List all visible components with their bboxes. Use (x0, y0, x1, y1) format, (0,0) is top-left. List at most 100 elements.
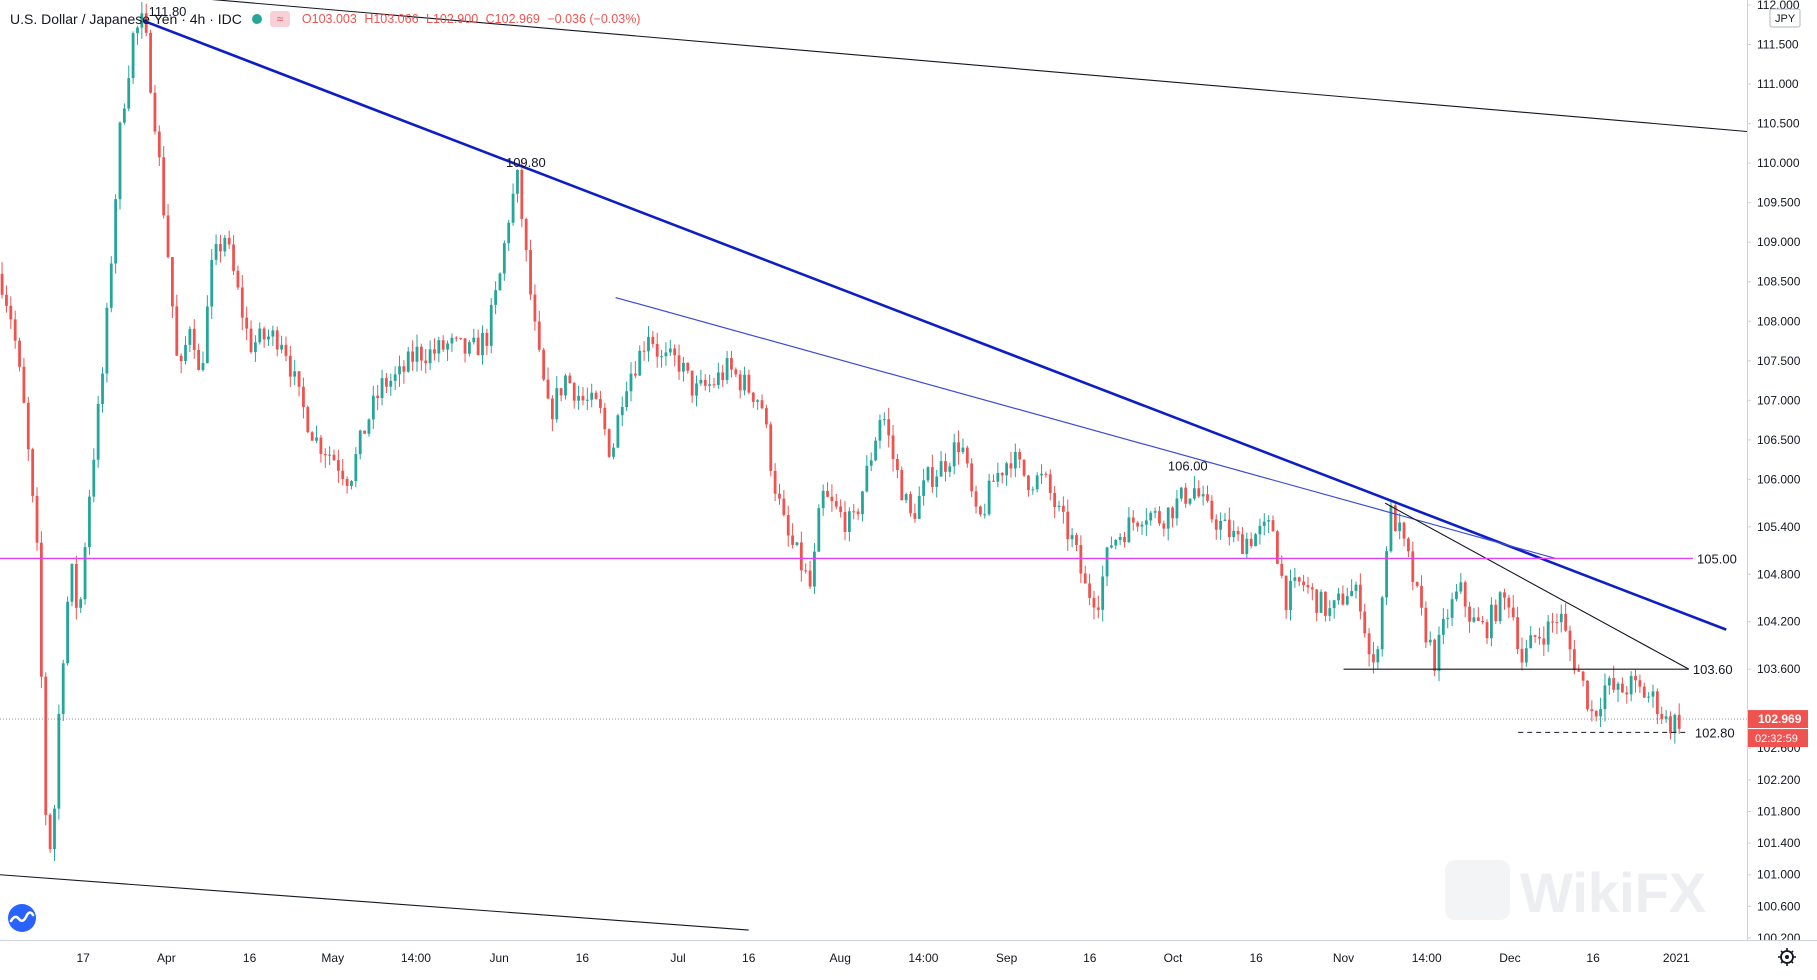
currency-badge[interactable]: JPY (1769, 8, 1801, 28)
candle (1468, 601, 1471, 633)
candle (1061, 496, 1065, 524)
price-axis-bg[interactable] (1747, 0, 1817, 940)
trend-line[interactable] (143, 19, 1727, 631)
candle-body (1441, 618, 1445, 635)
trend-line[interactable] (615, 296, 1556, 560)
candle (564, 373, 567, 400)
candle-body (1476, 617, 1480, 621)
candle (1415, 581, 1419, 588)
price-tick-label: 109.000 (1757, 235, 1801, 249)
candle (764, 404, 768, 429)
candle (302, 377, 305, 419)
candle-body (1088, 583, 1091, 598)
candle-body (1337, 593, 1340, 601)
candle (1328, 600, 1332, 622)
candle-body (1210, 500, 1214, 520)
candle-body (572, 383, 576, 401)
market-status-dot-icon (251, 14, 262, 24)
candle (1140, 521, 1144, 535)
candle (537, 310, 541, 353)
candle (1647, 692, 1651, 703)
candle-body (328, 454, 332, 456)
candle (1358, 573, 1362, 620)
candle (1455, 584, 1458, 602)
candle-body (1110, 545, 1113, 548)
candle (1075, 532, 1078, 552)
candle (450, 333, 454, 353)
candle-body (358, 430, 362, 455)
candle (1101, 565, 1105, 622)
candle-body (1616, 683, 1620, 690)
candle-body (1385, 551, 1388, 598)
time-tick-label: Nov (1333, 951, 1354, 965)
last-price-tag[interactable]: 102.969 02:32:59 (1748, 710, 1808, 748)
candle-body (1380, 597, 1384, 650)
candle (1319, 589, 1323, 613)
trend-line[interactable] (1384, 502, 1690, 670)
symbol-title[interactable]: U.S. Dollar / Japanese Yen · 4h · IDC (10, 11, 242, 27)
candle-body (5, 294, 8, 306)
tradingview-logo-button[interactable] (8, 904, 36, 932)
candle-body (1367, 633, 1371, 655)
candle (341, 459, 345, 486)
candle (1162, 520, 1166, 537)
candle-body (1096, 607, 1100, 610)
candle (647, 326, 650, 362)
candle (1057, 500, 1061, 512)
candle-body (786, 515, 790, 536)
candle (1542, 626, 1546, 656)
candle (1498, 591, 1502, 625)
candle-body (852, 511, 856, 513)
candle-body (1564, 613, 1568, 631)
candle-body (284, 344, 288, 356)
currency-badge-box (1769, 8, 1801, 28)
channel-bottom-line[interactable] (0, 874, 749, 931)
candle (22, 357, 26, 404)
candle-body (1197, 488, 1201, 497)
candle-body (232, 244, 235, 271)
candle (345, 476, 349, 494)
candle (1385, 546, 1388, 606)
candle (48, 812, 52, 853)
symbol-legend: U.S. Dollar / Japanese Yen · 4h · IDC ≈ … (10, 9, 644, 29)
candle (240, 274, 244, 331)
candle (620, 396, 624, 427)
time-axis-bg[interactable] (0, 940, 1817, 975)
candle-body (1005, 463, 1009, 476)
candle-body (319, 437, 323, 454)
candle-body (1555, 622, 1559, 624)
candle (603, 402, 607, 436)
settings-gear-icon[interactable] (1778, 948, 1796, 966)
candle-body (468, 342, 471, 354)
level-label: 102.80 (1695, 725, 1735, 740)
candle (721, 364, 725, 388)
candle-body (957, 442, 960, 453)
candle (201, 351, 205, 372)
candle (1144, 508, 1148, 536)
candle-body (1489, 604, 1493, 639)
candle (664, 342, 668, 366)
compare-toggle-icon[interactable]: ≈ (269, 11, 290, 27)
channel-top-line[interactable] (0, 0, 1748, 133)
candle-body (642, 350, 646, 352)
candle-body (1009, 463, 1013, 469)
candle (756, 399, 760, 410)
candle-body (66, 601, 69, 664)
candle (944, 453, 947, 482)
candle-body (1223, 519, 1227, 521)
candle (35, 487, 39, 551)
candle (913, 503, 917, 523)
candle-body (127, 78, 131, 109)
candle-body (1171, 507, 1174, 519)
candle (1450, 592, 1454, 626)
candle (127, 65, 131, 112)
candle-body (1437, 634, 1441, 671)
candle-body (708, 384, 712, 386)
candle (1420, 575, 1423, 616)
candle (1158, 506, 1161, 526)
candle-body (380, 378, 384, 399)
candle (690, 370, 694, 403)
candle (712, 377, 716, 389)
